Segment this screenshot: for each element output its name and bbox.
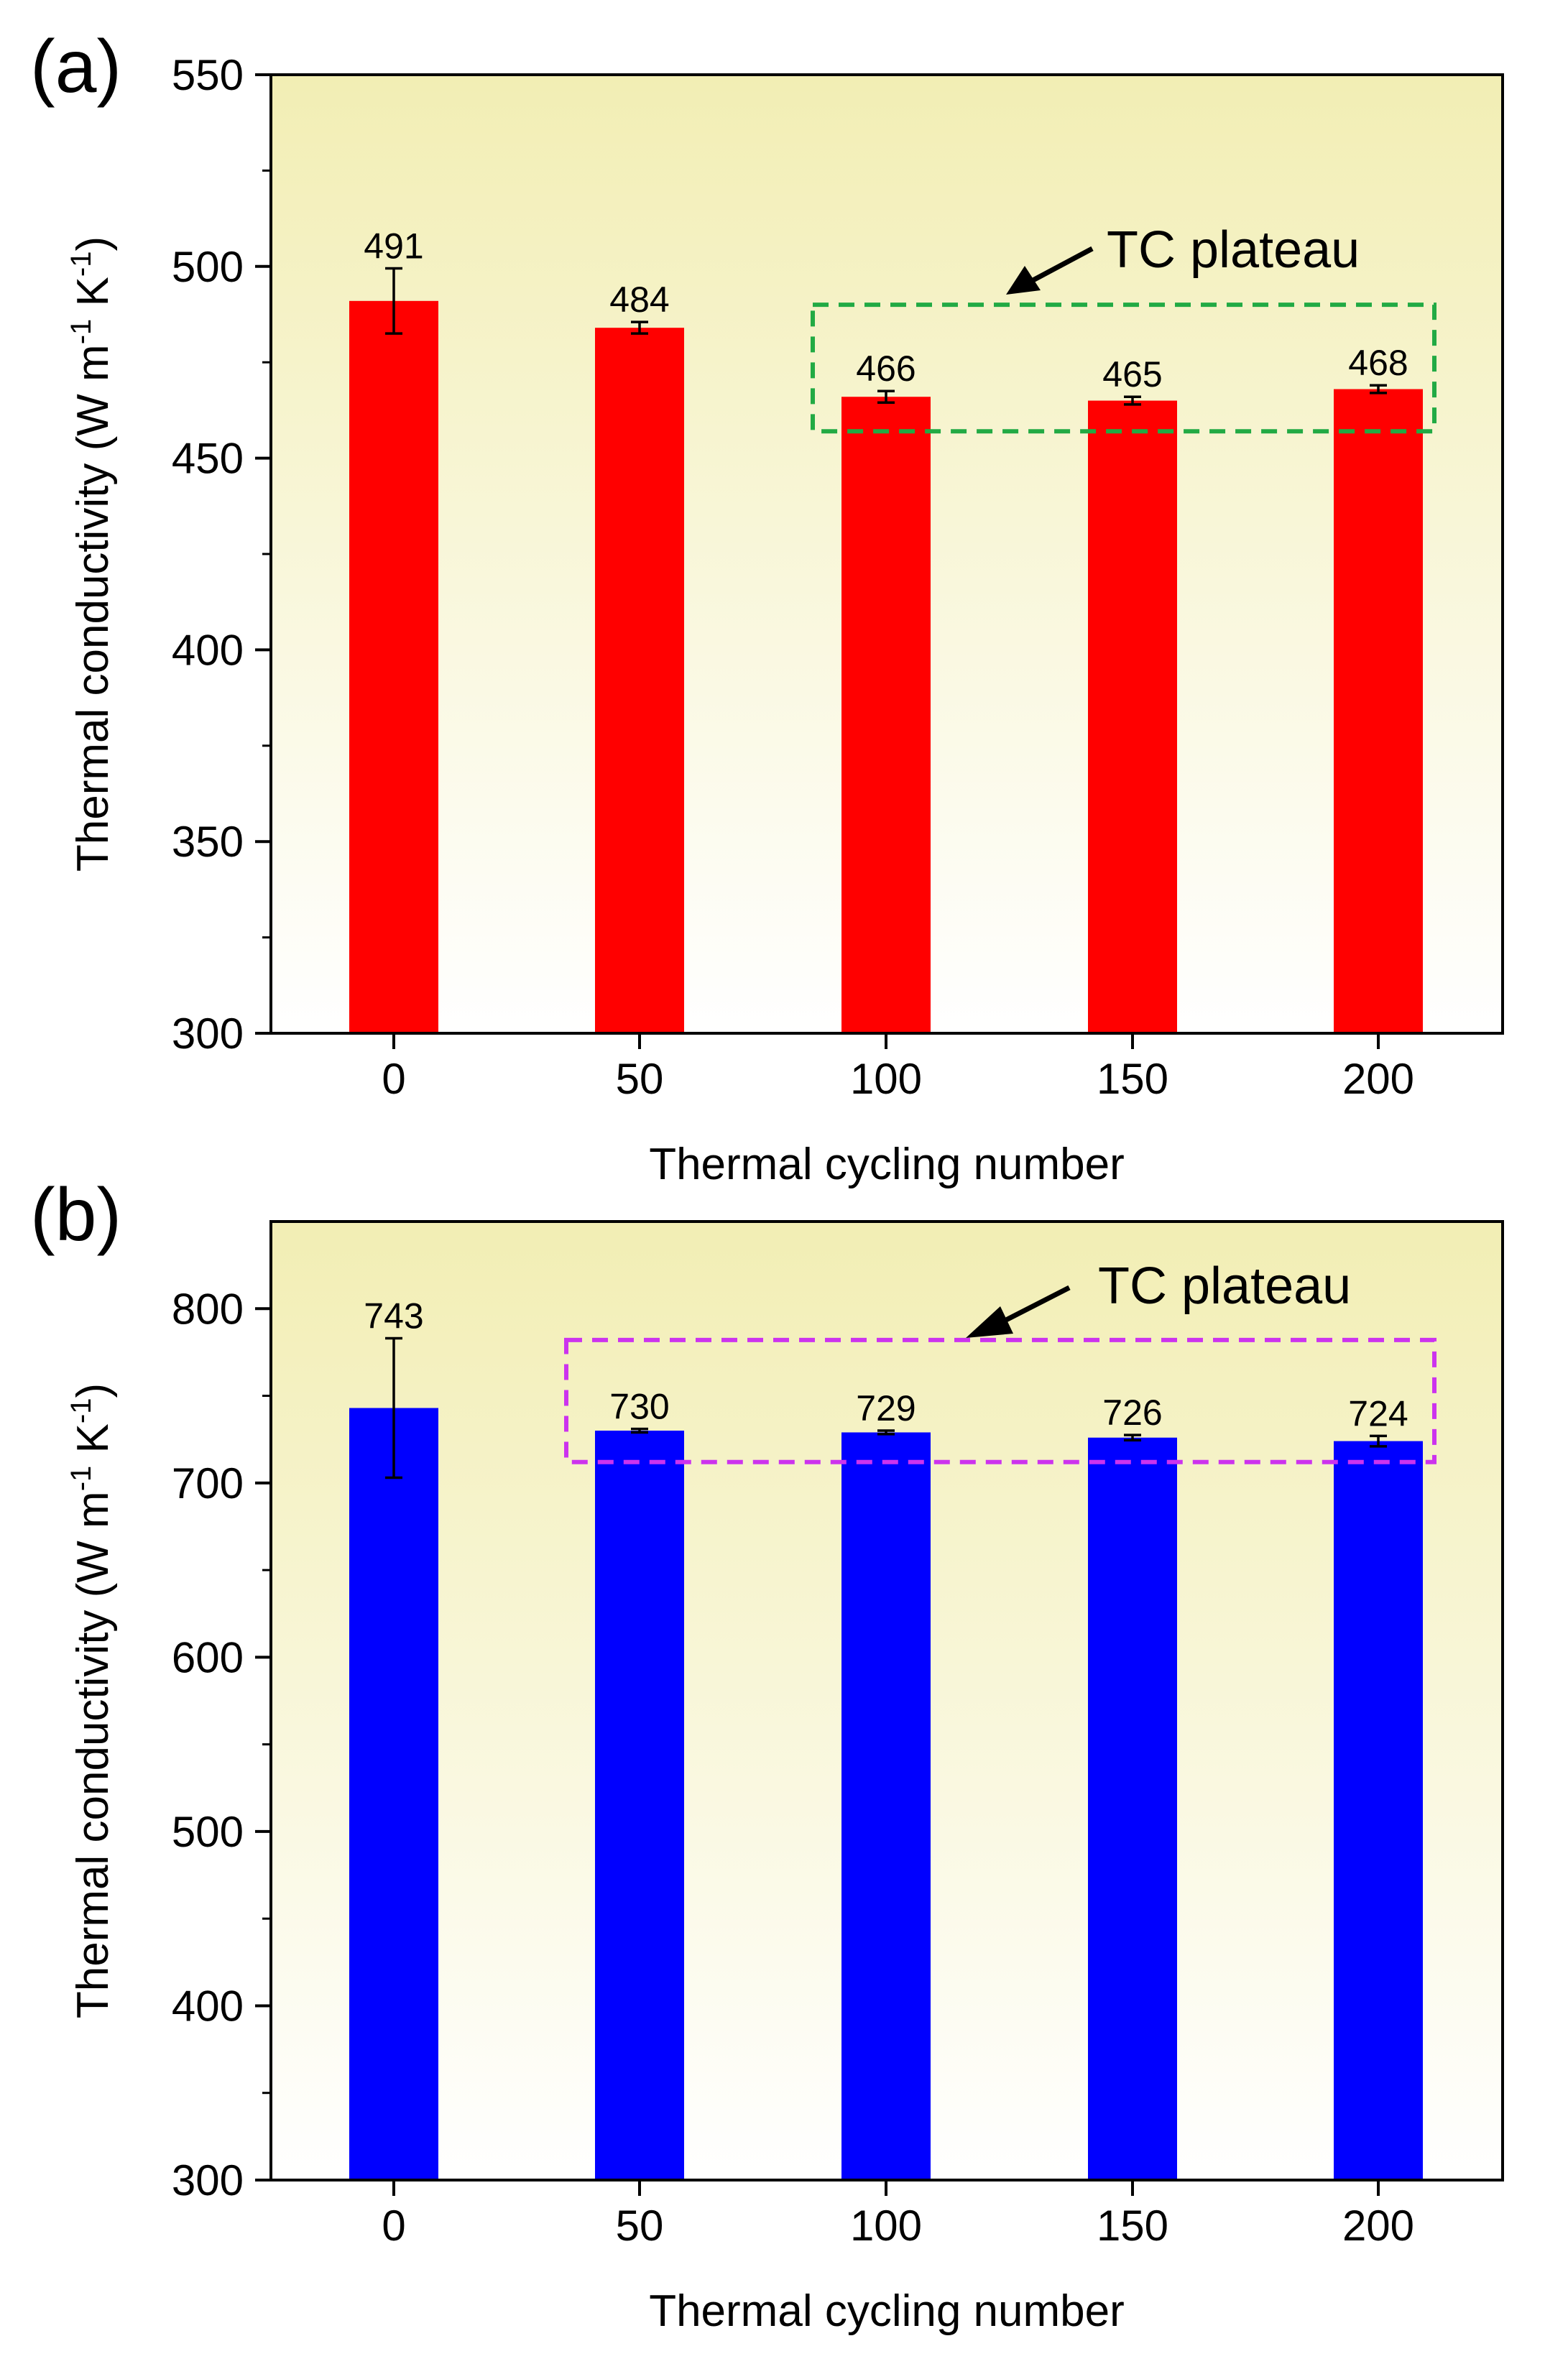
y-axis-title-a-mid: K <box>68 277 118 319</box>
bars-b <box>349 1408 1423 2180</box>
value-labels-b: 743 730 729 726 724 <box>364 1296 1408 1434</box>
x-axis-b: 0 50 100 150 200 <box>382 2180 1414 2250</box>
value-label-a-200: 468 <box>1348 343 1408 383</box>
plateau-annotation-b: TC plateau <box>966 1257 1351 1338</box>
x-tick-label-a-200: 200 <box>1342 1055 1414 1103</box>
y-tick-label-b-600: 600 <box>172 1633 244 1681</box>
x-tick-label-a-150: 150 <box>1097 1055 1168 1103</box>
y-axis-b: 300 400 500 600 700 800 <box>172 1285 271 2204</box>
y-axis-title-a-end: ) <box>68 236 118 251</box>
bar-b-0 <box>349 1408 438 2180</box>
plateau-label-b: TC plateau <box>1098 1257 1351 1315</box>
y-axis-a: 300 350 400 450 500 550 <box>172 51 271 1058</box>
x-tick-label-a-0: 0 <box>382 1055 405 1103</box>
bar-b-150 <box>1088 1437 1177 2180</box>
y-axis-title-b-sup2: -1 <box>65 1398 97 1424</box>
error-bars-a <box>385 267 1387 406</box>
value-label-a-150: 465 <box>1102 354 1162 394</box>
bar-a-0 <box>349 300 438 1034</box>
y-tick-label-a-400: 400 <box>172 626 244 674</box>
value-label-b-50: 730 <box>609 1387 669 1427</box>
x-tick-label-a-50: 50 <box>616 1055 664 1103</box>
error-bars-b <box>385 1336 1387 1479</box>
plateau-box-a <box>811 303 1436 434</box>
x-tick-label-b-50: 50 <box>616 2202 664 2250</box>
x-axis-title-b: Thermal cycling number <box>649 2286 1125 2336</box>
y-tick-label-a-350: 350 <box>172 818 244 866</box>
y-axis-title-a: Thermal conductivity (W m-1 K-1) <box>65 236 118 872</box>
y-tick-label-b-700: 700 <box>172 1459 244 1507</box>
y-axis-title-a-sup2: -1 <box>65 251 97 277</box>
bar-a-100 <box>841 397 931 1033</box>
bar-b-50 <box>595 1431 684 2180</box>
value-label-b-100: 729 <box>856 1388 916 1428</box>
plateau-arrow-head-b <box>966 1306 1013 1338</box>
y-axis-title-b: Thermal conductivity (W m-1 K-1) <box>65 1383 118 2018</box>
value-label-b-0: 743 <box>364 1296 423 1336</box>
value-label-a-100: 466 <box>856 348 916 389</box>
x-tick-label-b-150: 150 <box>1097 2202 1168 2250</box>
bars-a <box>349 300 1423 1034</box>
plateau-annotation-a: TC plateau <box>1006 221 1360 295</box>
y-tick-label-a-450: 450 <box>172 435 244 483</box>
value-label-a-0: 491 <box>364 226 423 266</box>
bar-a-150 <box>1088 400 1177 1033</box>
y-axis-title-b-main: Thermal conductivity (W m <box>68 1491 118 2018</box>
bar-b-100 <box>841 1432 931 2180</box>
x-tick-label-b-0: 0 <box>382 2202 405 2250</box>
y-axis-title-b-end: ) <box>68 1383 118 1398</box>
value-label-b-150: 726 <box>1102 1393 1162 1433</box>
value-label-a-50: 484 <box>609 280 669 320</box>
plateau-arrow-head-a <box>1006 266 1041 295</box>
y-tick-label-a-550: 550 <box>172 51 244 99</box>
y-axis-title-a-sup1: -1 <box>65 319 97 345</box>
x-axis-a: 0 50 100 150 200 <box>382 1033 1414 1103</box>
plateau-arrow-shaft-b <box>1003 1285 1071 1324</box>
y-axis-title-a-main: Thermal conductivity (W m <box>68 344 118 872</box>
panel-label-a: (a) <box>30 25 121 108</box>
y-tick-label-b-300: 300 <box>172 2156 244 2204</box>
y-tick-label-a-300: 300 <box>172 1010 244 1058</box>
panel-label-b: (b) <box>30 1173 121 1257</box>
plateau-box-rect-a <box>811 303 1436 434</box>
bar-a-50 <box>595 328 684 1033</box>
x-tick-label-b-200: 200 <box>1342 2202 1414 2250</box>
plateau-label-a: TC plateau <box>1107 221 1360 279</box>
bar-b-200 <box>1334 1441 1423 2180</box>
y-tick-label-b-800: 800 <box>172 1285 244 1333</box>
y-tick-label-a-500: 500 <box>172 243 244 291</box>
plateau-box-b <box>564 1337 1436 1464</box>
value-labels-a: 491 484 466 465 468 <box>364 226 1408 394</box>
bar-a-200 <box>1334 389 1423 1033</box>
plateau-arrow-shaft-a <box>1026 246 1094 286</box>
y-axis-title-b-sup1: -1 <box>65 1466 97 1492</box>
plateau-box-rect-b <box>564 1337 1436 1464</box>
x-axis-title-a: Thermal cycling number <box>649 1140 1125 1189</box>
y-axis-title-b-mid: K <box>68 1423 118 1466</box>
x-tick-label-b-100: 100 <box>850 2202 922 2250</box>
y-tick-label-b-400: 400 <box>172 1982 244 2030</box>
x-tick-label-a-100: 100 <box>850 1055 922 1103</box>
y-tick-label-b-500: 500 <box>172 1808 244 1856</box>
value-label-b-200: 724 <box>1348 1393 1408 1433</box>
